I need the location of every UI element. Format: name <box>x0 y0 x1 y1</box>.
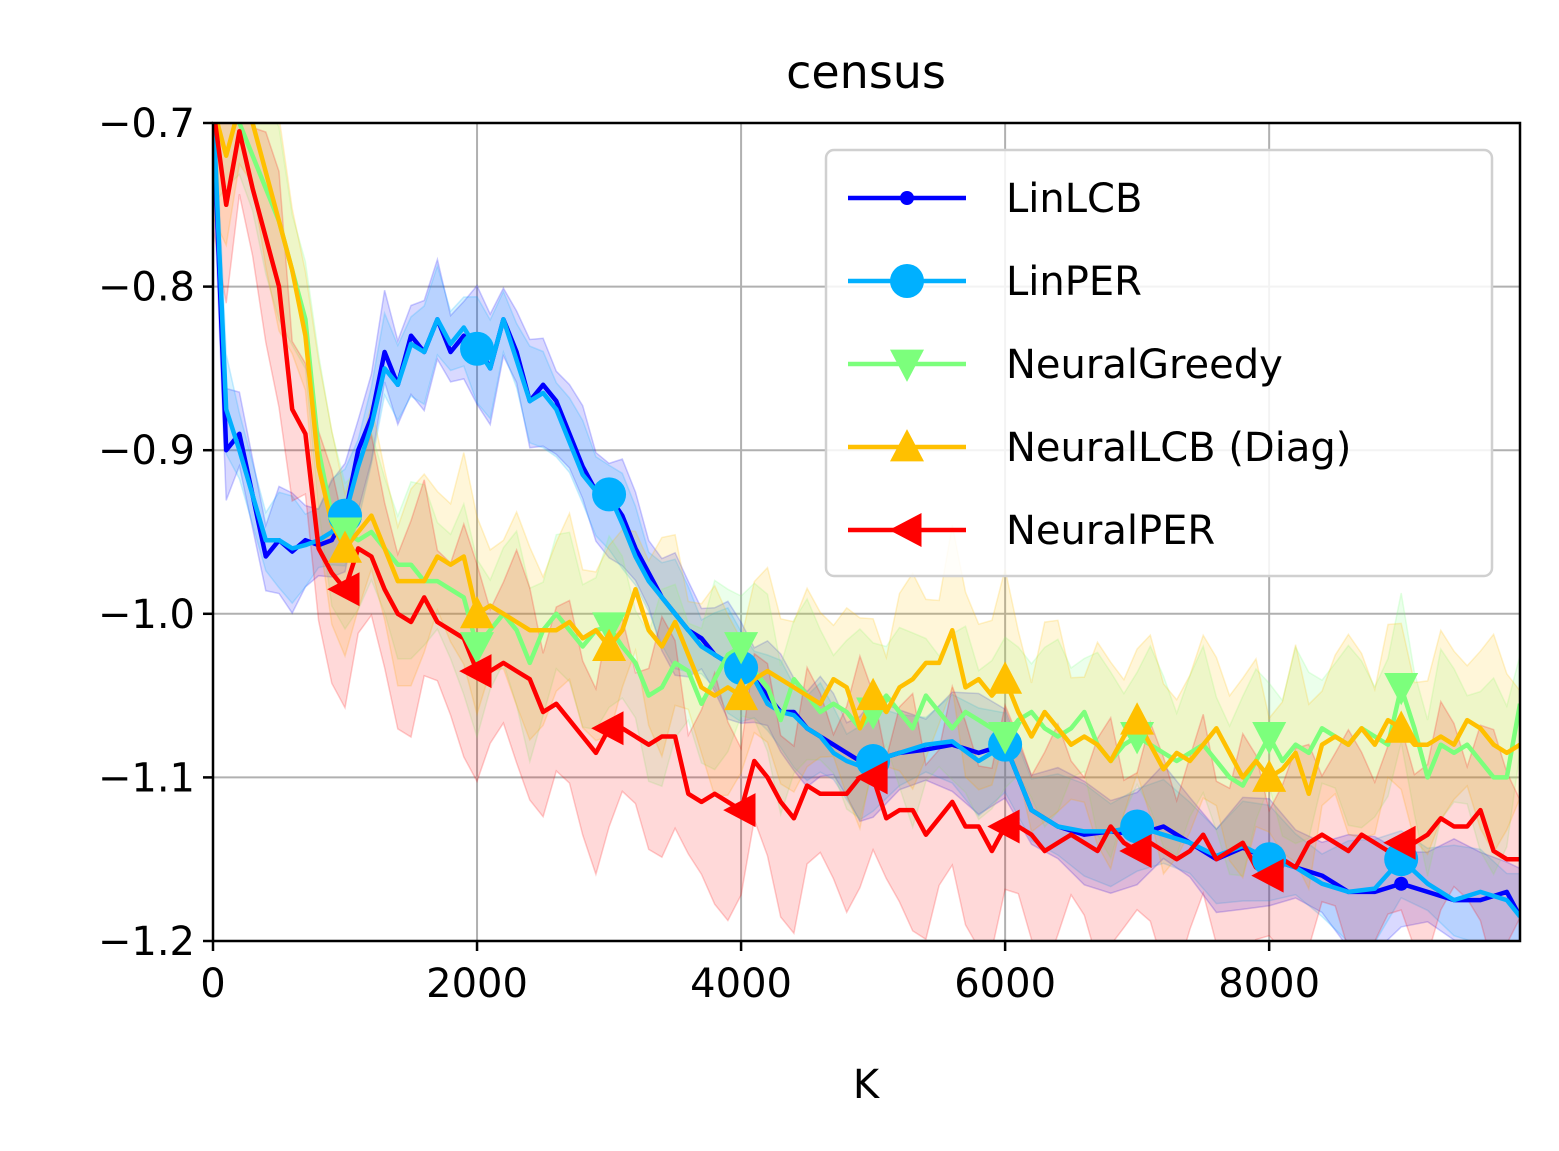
y-tick-label: −0.8 <box>98 265 195 311</box>
marker-neuralper <box>723 793 756 828</box>
x-axis: 0 2000 4000 6000 8000 <box>200 941 1320 1007</box>
marker-linlcb <box>1394 876 1409 891</box>
y-tick-label: −1.2 <box>98 919 195 965</box>
marker-linper <box>724 650 759 685</box>
marker-linper <box>1120 809 1155 844</box>
marker-neuralper <box>327 572 360 607</box>
legend-label-neuralper: NeuralPER <box>1006 508 1215 554</box>
marker-neuralgreedy <box>460 632 494 665</box>
legend-label-linlcb: LinLCB <box>1006 176 1142 222</box>
x-tick-label: 8000 <box>1218 961 1320 1007</box>
plot-frame <box>211 121 1522 943</box>
marker-neurallcb-diag <box>592 628 627 661</box>
legend-marker-linlcb <box>900 191 914 205</box>
marker-neurallcb-diag <box>988 661 1023 694</box>
line-linper <box>213 123 1520 918</box>
marker-neurallcb-diag <box>1384 710 1419 743</box>
x-tick-label: 2000 <box>426 961 528 1007</box>
legend-frame <box>824 148 1494 578</box>
marker-neuralper <box>1119 834 1152 868</box>
legend-marker-neuralper <box>889 513 922 547</box>
marker-neuralgreedy <box>592 612 627 645</box>
marker-neuralgreedy <box>1384 673 1419 706</box>
legend-marker-neuralgreedy <box>890 349 924 382</box>
y-tick-label: −0.9 <box>98 428 195 474</box>
y-tick-label: −1.1 <box>98 755 195 801</box>
legend-label-neurallcb-diag: NeuralLCB (Diag) <box>1006 425 1351 471</box>
marker-linper <box>592 477 627 512</box>
x-tick-label: 6000 <box>954 961 1056 1007</box>
series-markers <box>327 331 1419 893</box>
line-neuralgreedy <box>236 123 1520 788</box>
marker-neuralper <box>591 711 624 746</box>
legend-label-neuralgreedy: NeuralGreedy <box>1006 342 1283 388</box>
marker-neuralper <box>1251 858 1284 893</box>
x-tick-label: 0 <box>200 961 225 1007</box>
y-tick-label: −0.7 <box>98 101 195 147</box>
x-tick-label: 4000 <box>690 961 792 1007</box>
marker-neurallcb-diag <box>1120 702 1155 735</box>
band-neuralper <box>213 123 1520 941</box>
marker-linper <box>460 331 495 366</box>
marker-neuralgreedy <box>988 722 1023 755</box>
marker-neurallcb-diag <box>460 596 494 629</box>
legend: LinLCB LinPER NeuralGreedy NeuralLCB (Diag)… <box>824 148 1494 578</box>
marker-neurallcb-diag <box>328 530 362 563</box>
marker-neurallcb-diag <box>856 677 891 711</box>
marker-neuralgreedy <box>1252 722 1287 755</box>
marker-neuralper <box>459 654 492 689</box>
marker-neurallcb-diag <box>1252 759 1287 792</box>
legend-label-linper: LinPER <box>1006 259 1142 305</box>
marker-neuralgreedy <box>724 632 759 665</box>
marker-neuralper <box>855 760 888 795</box>
y-axis: −1.2 −1.1 −1.0 −0.9 −0.8 −0.7 <box>98 101 213 965</box>
y-tick-label: −1.0 <box>98 592 195 638</box>
chart-title: census <box>786 45 946 99</box>
marker-neurallcb-diag <box>724 677 759 711</box>
marker-neuralper <box>987 809 1020 844</box>
x-axis-title: K <box>853 1062 881 1108</box>
legend-marker-neurallcb-diag <box>890 429 924 462</box>
legend-marker-linper <box>890 264 924 298</box>
marker-neuralper <box>1383 825 1416 860</box>
